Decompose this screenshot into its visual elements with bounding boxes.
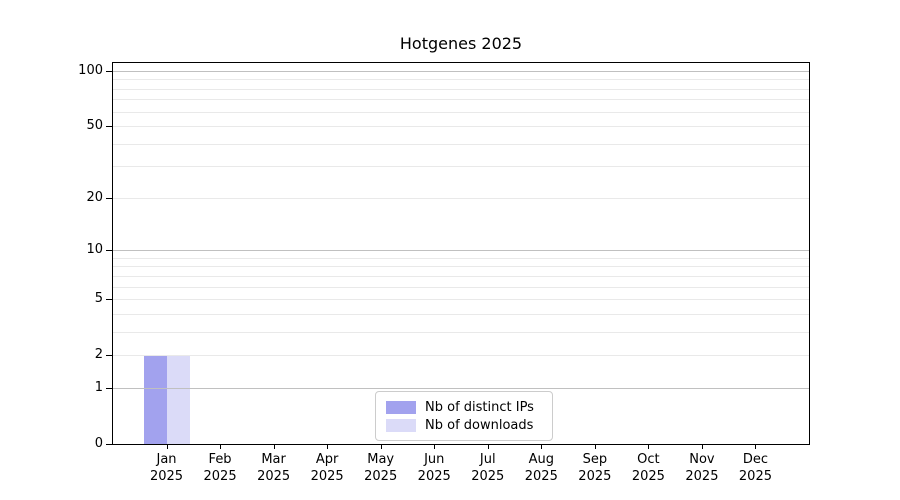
legend-row-downloads: Nb of downloads [386, 417, 552, 434]
x-tick-nov [701, 444, 703, 449]
gridline-30 [113, 166, 809, 168]
y-tick-1 [106, 387, 112, 389]
x-tick-may [380, 444, 382, 449]
gridline-4 [113, 313, 809, 315]
x-tick-jan [166, 444, 168, 449]
y-tick-label-2: 2 [94, 347, 103, 363]
x-tick-label-jun: Jun 2025 [417, 452, 451, 484]
gridline-50 [113, 126, 809, 128]
x-tick-jun [434, 444, 436, 449]
gridline-90 [113, 79, 809, 81]
chart-title: Hotgenes 2025 [399, 34, 523, 53]
x-tick-aug [541, 444, 543, 449]
gridline-40 [113, 143, 809, 145]
gridline-7 [113, 275, 809, 277]
x-tick-label-oct: Oct 2025 [631, 452, 665, 484]
y-tick-10 [106, 250, 112, 252]
gridline-2 [113, 355, 809, 357]
gridline-5 [113, 299, 809, 301]
x-tick-dec [755, 444, 757, 449]
legend-label-distinct-ips: Nb of distinct IPs [425, 400, 534, 415]
gridline-8 [113, 266, 809, 268]
x-tick-label-jul: Jul 2025 [471, 452, 505, 484]
x-tick-mar [273, 444, 275, 449]
gridline-3 [113, 331, 809, 333]
legend: Nb of distinct IPs Nb of downloads [375, 391, 553, 441]
x-tick-label-nov: Nov 2025 [685, 452, 719, 484]
legend-swatch-distinct-ips [386, 401, 416, 414]
gridline-80 [113, 88, 809, 90]
y-tick-50 [106, 126, 112, 128]
y-tick-label-100: 100 [78, 62, 103, 78]
x-tick-label-feb: Feb 2025 [203, 452, 237, 484]
gridline-10 [113, 250, 809, 252]
gridline-20 [113, 197, 809, 199]
y-tick-label-5: 5 [94, 291, 103, 307]
x-tick-label-may: May 2025 [364, 452, 398, 484]
gridline-70 [113, 99, 809, 101]
x-tick-apr [327, 444, 329, 449]
plot-area [112, 62, 810, 445]
y-tick-label-20: 20 [86, 189, 103, 205]
x-tick-label-dec: Dec 2025 [738, 452, 772, 484]
x-tick-label-apr: Apr 2025 [310, 452, 344, 484]
gridline-100 [113, 70, 809, 72]
legend-label-downloads: Nb of downloads [425, 418, 534, 433]
legend-swatch-downloads [386, 419, 416, 432]
y-tick-label-0: 0 [94, 436, 103, 451]
y-tick-2 [106, 355, 112, 357]
x-tick-feb [220, 444, 222, 449]
gridline-60 [113, 111, 809, 113]
y-tick-label-50: 50 [86, 118, 103, 134]
gridline-1 [113, 387, 809, 389]
y-tick-0 [106, 444, 112, 445]
gridline-6 [113, 286, 809, 288]
y-tick-label-10: 10 [86, 242, 103, 258]
legend-row-distinct-ips: Nb of distinct IPs [386, 399, 552, 416]
x-tick-jul [487, 444, 489, 449]
y-tick-100 [106, 70, 112, 72]
x-tick-label-mar: Mar 2025 [257, 452, 291, 484]
y-tick-5 [106, 299, 112, 301]
bar-nb-of-distinct-ips-jan [143, 355, 167, 444]
gridline-9 [113, 257, 809, 259]
x-tick-label-jan: Jan 2025 [149, 452, 184, 484]
bar-nb-of-downloads-jan [166, 355, 190, 444]
x-tick-label-aug: Aug 2025 [524, 452, 558, 484]
x-tick-sep [594, 444, 596, 449]
x-tick-label-sep: Sep 2025 [578, 452, 612, 484]
y-tick-label-1: 1 [94, 379, 103, 395]
y-tick-20 [106, 197, 112, 199]
x-tick-oct [648, 444, 650, 449]
